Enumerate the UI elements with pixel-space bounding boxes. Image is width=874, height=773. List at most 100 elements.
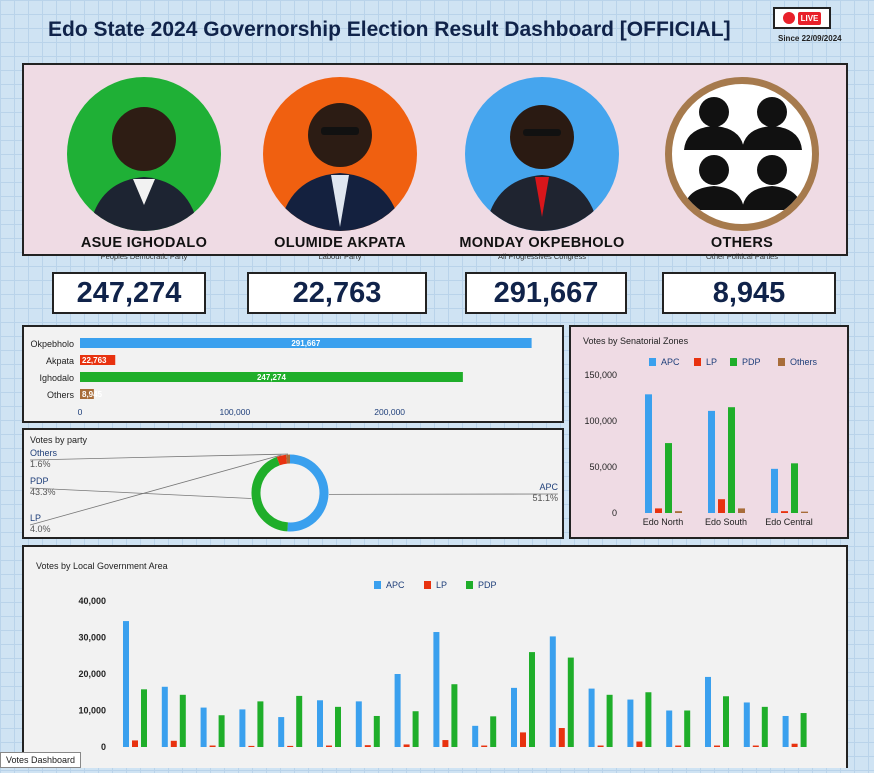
bar-pdp xyxy=(762,707,768,747)
votes-total-akpata: 22,763 xyxy=(247,272,427,314)
y-tick-label: 100,000 xyxy=(584,416,617,426)
slice-percent-label: 1.6% xyxy=(30,459,51,469)
y-tick-label: 30,000 xyxy=(78,633,106,643)
bar-apc xyxy=(356,701,362,747)
person-icon xyxy=(263,77,417,231)
slice-percent-label: 51.1% xyxy=(532,493,558,503)
votes-by-party-chart: Votes by partyAPC51.1%PDP43.3%LP4.0%Othe… xyxy=(24,430,562,537)
bar-category-label: Okpebholo xyxy=(30,339,74,349)
bar-lp xyxy=(636,742,642,747)
bar-pdp xyxy=(665,443,672,513)
chart-title: Votes by party xyxy=(30,435,88,445)
bar-pdp xyxy=(451,684,457,747)
bar-pdp xyxy=(791,463,798,513)
bar-pdp xyxy=(568,658,574,747)
legend-swatch-pdp xyxy=(466,581,473,589)
candidate-name: OLUMIDE AKPATA xyxy=(240,235,440,251)
bar-data-label: 22,763 xyxy=(82,356,107,365)
chart-title: Votes by Local Government Area xyxy=(36,561,168,571)
bar-lp xyxy=(792,744,798,747)
sheet-tab-votes-dashboard[interactable]: Votes Dashboard xyxy=(0,752,81,768)
votes-total-ighodalo: 247,274 xyxy=(52,272,206,314)
group-silhouette-icon xyxy=(672,84,812,224)
bar-apc xyxy=(771,469,778,513)
bar-pdp xyxy=(141,689,147,747)
bar-apc xyxy=(239,709,245,747)
bar-category-label: Ighodalo xyxy=(39,373,74,383)
y-tick-label: 20,000 xyxy=(78,669,106,679)
bar-lp xyxy=(718,499,725,513)
bar-data-label: 8,945 xyxy=(82,390,103,399)
record-icon xyxy=(783,12,795,24)
bar-lp xyxy=(559,728,565,747)
live-badge: LIVE xyxy=(773,7,831,29)
bar-lp xyxy=(655,508,662,513)
candidate-party: Labour Party xyxy=(240,252,440,261)
bar-apc xyxy=(433,632,439,747)
donut-slice-lp xyxy=(278,459,286,461)
bar-lp xyxy=(675,746,681,747)
bar-lp xyxy=(781,511,788,513)
bar-apc xyxy=(744,702,750,747)
bar-apc xyxy=(278,717,284,747)
chart-title: Votes by Senatorial Zones xyxy=(583,336,689,346)
legend-label-others: Others xyxy=(790,357,818,367)
candidate-name: MONDAY OKPEBHOLO xyxy=(442,235,642,251)
bar-apc xyxy=(123,621,129,747)
bar-lp xyxy=(598,746,604,747)
bar-lp xyxy=(132,740,138,747)
bar-others xyxy=(801,512,808,513)
bar-lp xyxy=(365,745,371,747)
bar-apc xyxy=(550,636,556,747)
bar-apc xyxy=(627,700,633,747)
legend-swatch-others xyxy=(778,358,785,366)
bar-pdp xyxy=(180,695,186,747)
bar-lp xyxy=(481,746,487,747)
donut-slice-pdp xyxy=(256,461,288,527)
bar-pdp xyxy=(723,696,729,747)
candidate-photo-others xyxy=(665,77,819,231)
bar-lp xyxy=(171,741,177,747)
bar-pdp xyxy=(728,407,735,513)
candidate-card-akpata: OLUMIDE AKPATA Labour Party xyxy=(240,77,440,261)
slice-name-label: PDP xyxy=(30,476,49,486)
bar-apc xyxy=(317,700,323,747)
dashboard-title: Edo State 2024 Governorship Election Res… xyxy=(48,18,731,42)
leader-line xyxy=(30,488,251,498)
bar-pdp xyxy=(296,696,302,747)
candidate-photo-okpebholo xyxy=(465,77,619,231)
bar-apc xyxy=(472,726,478,747)
votes-total-others: 8,945 xyxy=(662,272,836,314)
donut-slice-apc xyxy=(288,459,324,527)
bar-others xyxy=(675,511,682,513)
bar-lp xyxy=(753,746,759,747)
legend-label-apc: APC xyxy=(661,357,680,367)
bar-lp xyxy=(326,746,332,747)
candidate-photo-akpata xyxy=(263,77,417,231)
slice-name-label: APC xyxy=(539,482,558,492)
bar-lp xyxy=(714,746,720,747)
bar-lp xyxy=(210,746,216,747)
legend-label-lp: LP xyxy=(436,580,447,590)
person-icon xyxy=(67,77,221,231)
bar-lp xyxy=(520,732,526,747)
legend-swatch-lp xyxy=(424,581,431,589)
y-tick-label: 0 xyxy=(612,508,617,518)
since-date: Since 22/09/2024 xyxy=(778,34,842,43)
bar-data-label: 291,667 xyxy=(291,339,320,348)
x-category-label: Edo North xyxy=(643,517,684,527)
bar-category-label: Akpata xyxy=(46,356,74,366)
bar-pdp xyxy=(801,713,807,747)
x-category-label: Edo South xyxy=(705,517,747,527)
bar-pdp xyxy=(335,707,341,747)
legend-swatch-apc xyxy=(649,358,656,366)
candidate-card-ighodalo: ASUE IGHODALO Peoples Democratic Party xyxy=(44,77,244,261)
bar-apc xyxy=(666,711,672,748)
y-tick-label: 10,000 xyxy=(78,706,106,716)
candidate-card-others: OTHERS Other Political Parties xyxy=(642,77,842,261)
legend-swatch-pdp xyxy=(730,358,737,366)
slice-name-label: LP xyxy=(30,513,41,523)
bar-apc xyxy=(645,394,652,513)
